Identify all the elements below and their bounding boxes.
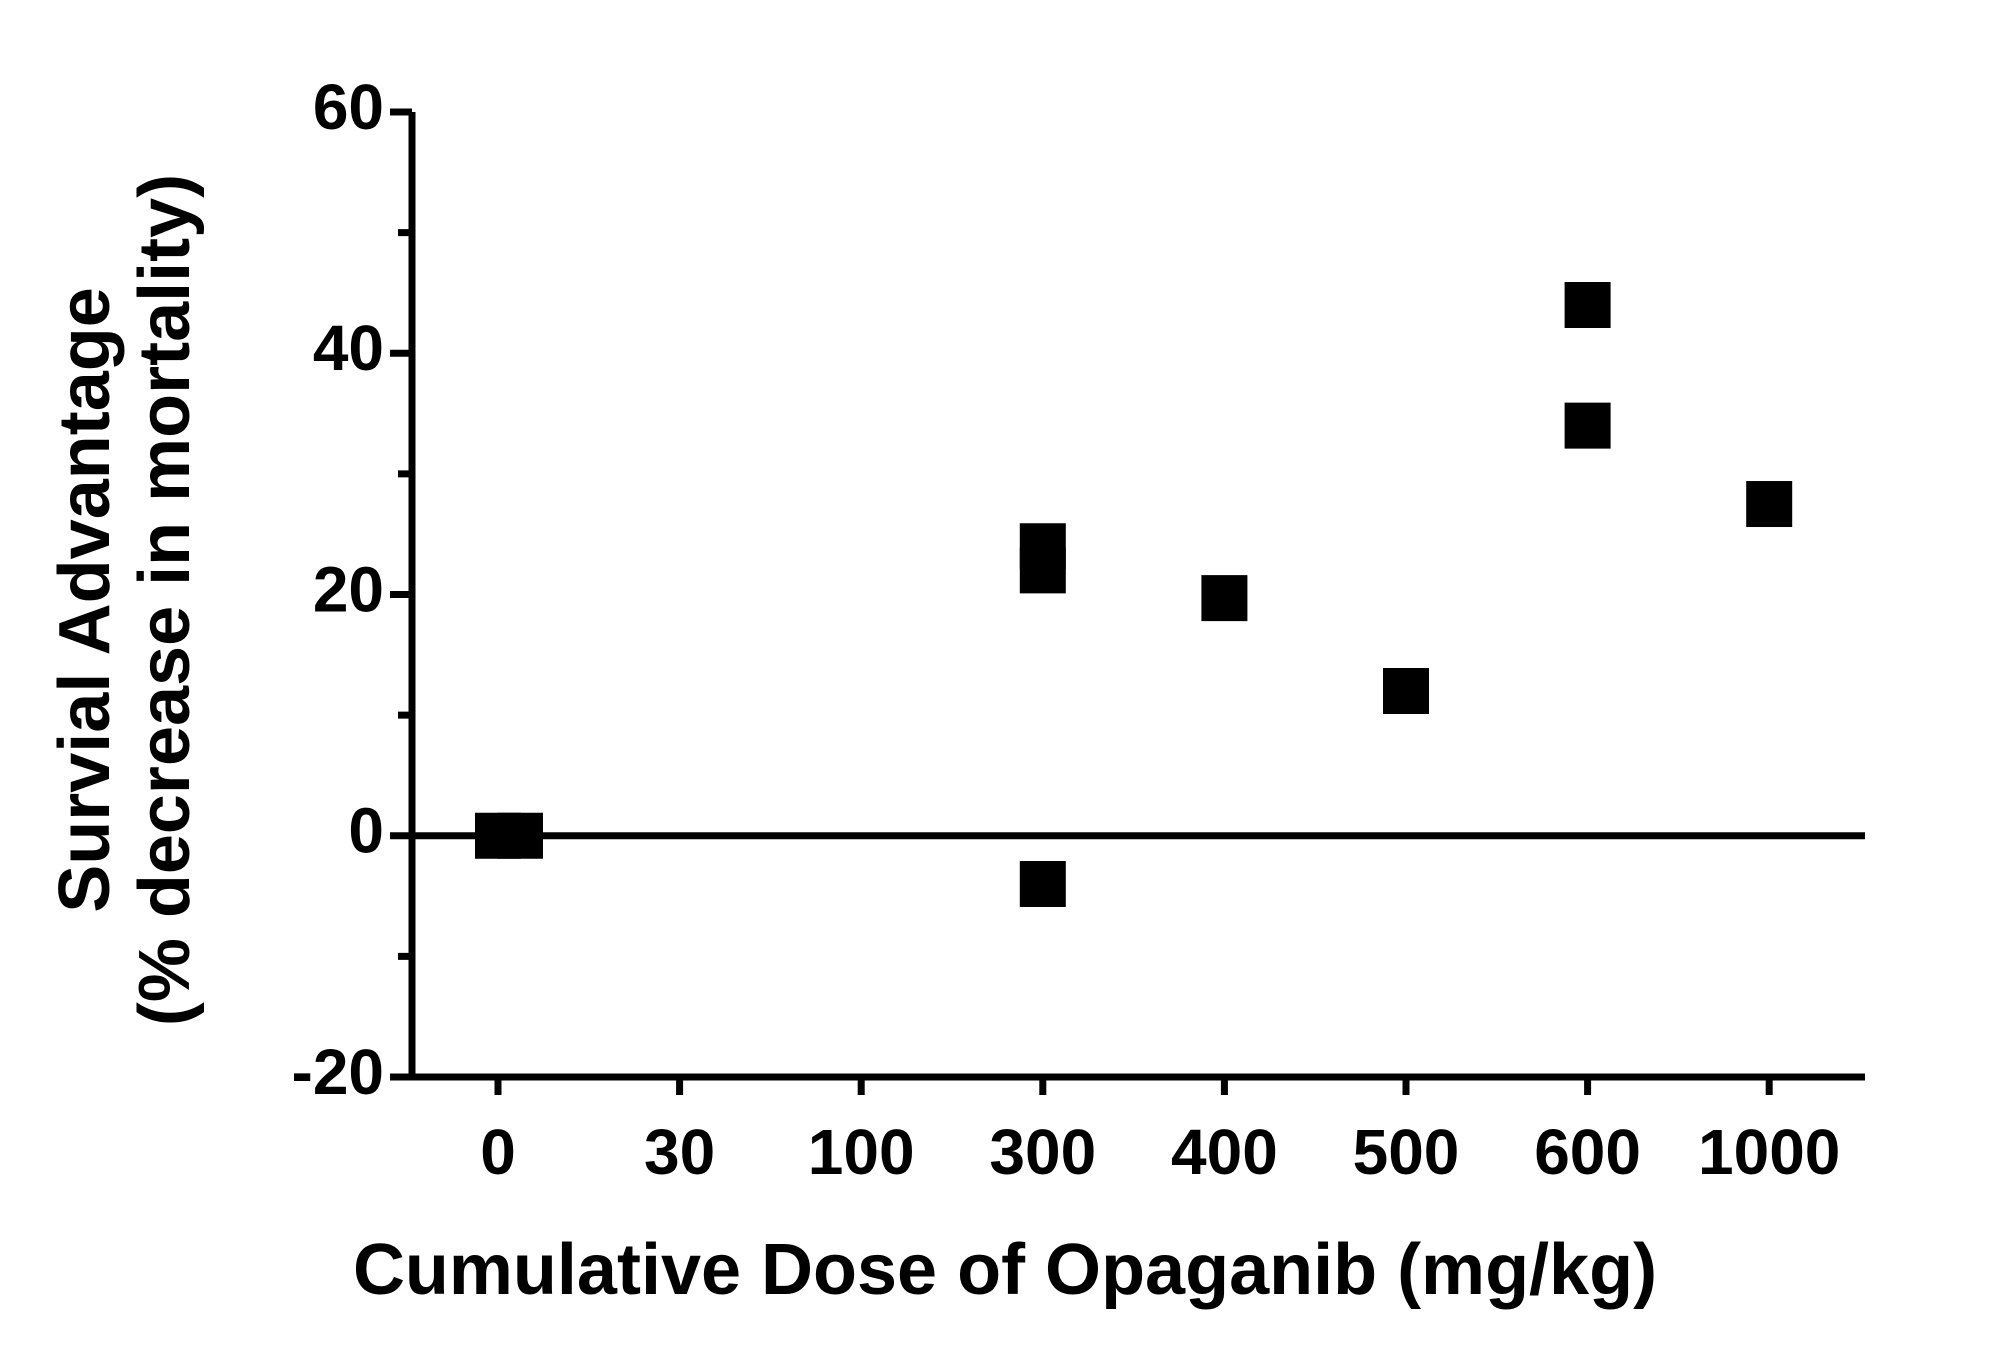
x-tick-label: 600 [1534, 1116, 1641, 1188]
x-tick-label: 30 [644, 1116, 715, 1188]
x-tick-label: 100 [808, 1116, 915, 1188]
x-tick-label: 500 [1353, 1116, 1460, 1188]
y-tick-label: 60 [313, 71, 384, 143]
y-tick-label: -20 [292, 1036, 385, 1108]
point [1383, 668, 1429, 714]
x-tick-label: 300 [989, 1116, 1096, 1188]
x-tick-label: 0 [480, 1116, 516, 1188]
point [1019, 547, 1066, 594]
point [497, 812, 543, 859]
point [1564, 282, 1611, 328]
point [1564, 402, 1611, 449]
y-axis-title: Survial Advantage (% decrease in mortali… [45, 174, 205, 1026]
y-axis-title-line: (% decrease in mortality) [125, 174, 205, 1026]
x-axis-title: Cumulative Dose of Opaganib (mg/kg) [353, 1230, 1657, 1310]
point [1019, 861, 1066, 907]
point [1746, 481, 1793, 528]
y-tick-label: 0 [348, 795, 384, 867]
x-tick-label: 400 [1171, 1116, 1278, 1188]
y-axis-title-line: Survial Advantage [45, 287, 125, 913]
x-tick-label: 1000 [1698, 1116, 1840, 1188]
point [1201, 575, 1248, 622]
y-tick-label: 20 [313, 553, 384, 625]
y-tick-label: 40 [313, 312, 384, 384]
